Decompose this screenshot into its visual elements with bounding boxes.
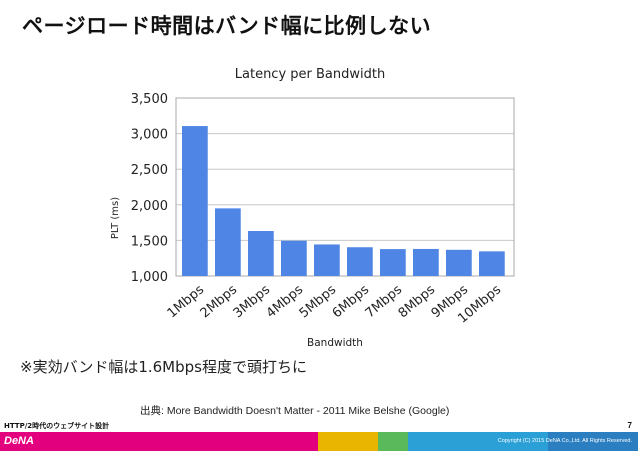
x-tick-label: 1Mbps — [165, 282, 208, 321]
bar — [215, 208, 241, 276]
source-citation: 出典: More Bandwidth Doesn't Matter - 2011… — [140, 405, 450, 417]
x-tick-label: 5Mbps — [297, 282, 340, 321]
y-tick-label: 1,500 — [131, 234, 168, 249]
y-tick-label: 1,000 — [131, 270, 168, 285]
y-tick-label: 3,500 — [131, 92, 168, 107]
latency-bar-chart: Latency per Bandwidth 1,000 1,500 2,000 2,5… — [110, 67, 515, 349]
y-tick-label: 2,500 — [131, 163, 168, 178]
bar — [479, 251, 505, 276]
copyright-text: Copyright (C) 2015 DeNA Co.,Ltd. All Rig… — [497, 438, 632, 444]
y-axis-ticks: 1,000 1,500 2,000 2,500 3,000 3,500 — [131, 92, 168, 285]
x-tick-label: 6Mbps — [330, 282, 373, 321]
x-axis-label: Bandwidth — [307, 337, 363, 349]
bar — [314, 244, 340, 276]
x-tick-label: 2Mbps — [198, 282, 241, 321]
bar — [446, 249, 472, 276]
bar — [281, 240, 307, 276]
bar — [248, 231, 274, 276]
footer-color-bar — [0, 432, 638, 451]
chart-title: Latency per Bandwidth — [235, 67, 385, 82]
footer-color-segment — [318, 432, 378, 451]
x-axis-ticks: 1Mbps2Mbps3Mbps4Mbps5Mbps6Mbps7Mbps8Mbps… — [165, 282, 505, 326]
bar — [413, 248, 439, 276]
x-tick-label: 4Mbps — [264, 282, 307, 321]
x-tick-label: 8Mbps — [396, 282, 439, 321]
chart-bars — [182, 126, 505, 277]
footer-color-segment — [408, 432, 548, 451]
y-axis-label: PLT (ms) — [110, 197, 121, 239]
y-tick-label: 3,000 — [131, 128, 168, 143]
x-tick-label: 3Mbps — [231, 282, 274, 321]
footer-color-segment — [548, 432, 638, 451]
bar — [347, 247, 373, 276]
x-tick-label: 7Mbps — [363, 282, 406, 321]
footer-color-segment — [378, 432, 408, 451]
dena-logo: DeNA — [4, 435, 34, 447]
y-tick-label: 2,000 — [131, 199, 168, 214]
page-number: 7 — [627, 421, 632, 430]
bar — [380, 249, 406, 276]
plot-frame — [175, 97, 515, 277]
footer-color-segment — [0, 432, 318, 451]
slide-title: ページロード時間はバンド幅に比例しない — [22, 14, 432, 38]
bar — [182, 126, 208, 277]
note-text: ※実効バンド幅は1.6Mbps程度で頭打ちに — [20, 358, 307, 376]
footer-label: HTTP/2時代のウェブサイト設計 — [4, 422, 110, 430]
